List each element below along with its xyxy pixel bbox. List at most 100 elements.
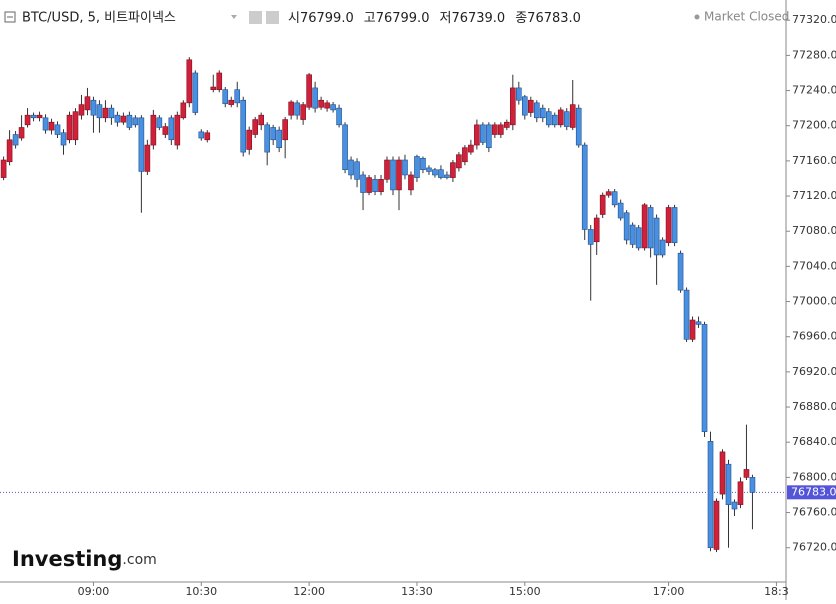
candle-body [683,289,690,340]
last-price-label: 76783.0 [791,485,836,498]
ohlc-label: 시 [288,11,300,26]
y-tick-label: 77320.0 [792,13,836,26]
candle-body [420,157,426,170]
candle-body [504,121,510,128]
candle-body [288,101,294,116]
dropdown-arrow[interactable] [231,15,237,19]
candle-body [60,132,67,146]
y-tick-label: 76720.0 [792,541,836,554]
candle-body [593,217,600,243]
candle-body [360,174,366,193]
candle-body [498,124,504,135]
candle-body [54,124,61,135]
x-tick-label: 13:30 [401,585,433,598]
x-tick-label: 17:00 [653,585,685,598]
candle-body [72,111,79,141]
ohlc-legend: 시76799.0 고76799.0 저76739.0 종76783.0 [288,11,581,26]
candle-body [192,72,199,113]
candle-body [324,102,330,109]
candle-body [312,87,318,109]
y-tick-label: 76800.0 [792,470,836,483]
candle-body [749,477,756,493]
candle-body [581,144,588,230]
y-tick-label: 77080.0 [792,224,836,237]
candle-body [563,111,570,127]
candle-body [450,162,456,178]
candle-body [492,124,498,135]
logo: Investing.com [12,547,157,571]
candle-body [84,96,91,111]
candle-body [138,117,145,172]
candle-body [480,124,486,143]
candle-body [354,161,360,180]
candle-body [48,121,55,131]
candle-body [695,321,702,325]
candle-body [557,109,564,126]
y-tick-label: 76960.0 [792,330,836,343]
candle-body [641,204,648,249]
candle-body [66,114,73,141]
y-tick-label: 77040.0 [792,259,836,272]
candle-body [444,174,450,178]
candle-body [186,59,193,104]
candle-body [599,194,606,215]
candle-body [258,114,265,126]
candle-body [521,96,528,116]
x-tick-label: 09:00 [78,585,110,598]
candle-body [216,72,223,90]
candle-body [108,107,115,119]
settings-icon[interactable] [266,11,279,24]
candle-body [647,207,654,249]
candle-body [719,451,726,495]
candle-body [102,107,109,119]
y-tick-label: 77160.0 [792,154,836,167]
candle-body [372,179,378,192]
symbol: BTC/USD, 5, 비트파이넥스 [22,11,176,26]
x-tick-label: 15:00 [509,585,541,598]
candle-body [665,207,672,243]
candle-body [0,159,7,178]
candle-body [701,324,708,432]
ohlc-value: 76799.0 [300,11,354,26]
market-status: Market Closed [704,10,789,24]
candle-body [384,159,390,180]
candle-body [366,177,372,193]
candle-body [150,114,157,146]
candle-body [78,104,85,116]
candle-body [24,114,31,126]
ohlc-text: 시76799.0 고76799.0 저76739.0 종76783.0 [288,11,581,26]
candle-body [533,102,540,119]
candle-body [12,134,19,146]
candle-body [462,147,468,163]
candle-body [18,127,25,139]
collapse-icon[interactable] [4,11,16,23]
axes: 77320.0 77280.0 77240.0 77200.0 77160.0 77120… [78,13,836,598]
candle-body [713,500,720,550]
candle-body [276,129,282,148]
y-tick-label: 77000.0 [792,295,836,308]
candle-body [252,119,259,135]
candle-body [126,114,133,128]
candle-body [228,99,235,105]
candle-body [527,99,534,113]
candle-body [468,144,474,153]
candle-body [168,117,175,141]
candle-body [516,87,522,101]
candle-body [222,89,229,105]
candle-body [659,239,666,256]
candle-body [246,129,253,150]
candle-body [240,99,247,153]
eye-icon[interactable] [249,11,262,24]
candle-body [629,224,636,245]
ohlc-value: 76739.0 [451,11,505,26]
candle-body [120,115,127,123]
logo-suffix: .com [122,552,156,568]
status-dot [694,14,700,20]
candle-body [210,86,217,90]
candle-body [689,319,696,340]
candle-body [114,114,121,123]
candle-body [294,102,300,116]
candle-body [408,174,414,191]
y-tick-label: 77240.0 [792,84,836,97]
